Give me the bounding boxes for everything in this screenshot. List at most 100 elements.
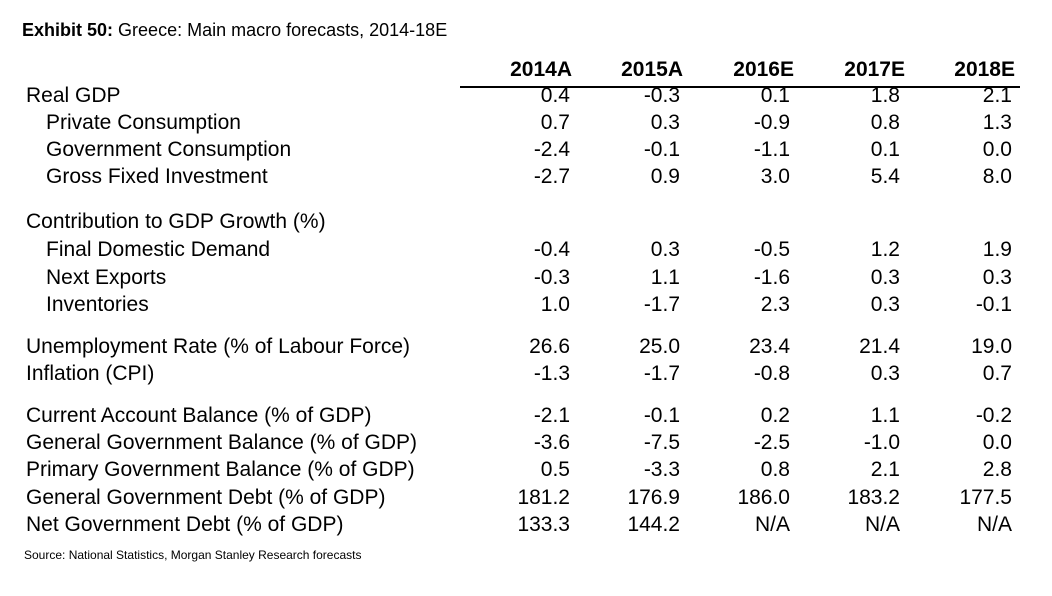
cell-2015a: -1.7 xyxy=(643,362,680,385)
cell-2018e: 8.0 xyxy=(982,165,1012,188)
cell-2017e: 0.3 xyxy=(870,362,900,385)
cell-2018e: 0.0 xyxy=(982,431,1012,454)
row-label: Next Exports xyxy=(46,266,167,289)
table-row: Private Consumption 0.7 0.3 -0.9 0.8 1.3 xyxy=(0,111,1052,138)
row-label: Final Domestic Demand xyxy=(46,238,271,261)
cell-2015a: -3.3 xyxy=(643,458,680,481)
cell-2014a: 133.3 xyxy=(517,513,570,536)
cell-2018e: -0.1 xyxy=(975,293,1012,316)
cell-2017e: 0.3 xyxy=(870,266,900,289)
row-label: Government Consumption xyxy=(46,138,292,161)
cell-2018e: 0.3 xyxy=(982,266,1012,289)
cell-2016e: 23.4 xyxy=(749,335,790,358)
cell-2017e: 1.8 xyxy=(870,84,900,107)
cell-2018e: 1.9 xyxy=(982,238,1012,261)
cell-2015a: -1.7 xyxy=(643,293,680,316)
cell-2014a: -0.4 xyxy=(533,238,570,261)
table-row: Final Domestic Demand -0.4 0.3 -0.5 1.2 … xyxy=(0,238,1052,265)
cell-2017e: 1.2 xyxy=(870,238,900,261)
cell-2016e: -1.1 xyxy=(753,138,790,161)
cell-2016e: 186.0 xyxy=(737,486,790,509)
table-row: Unemployment Rate (% of Labour Force) 26… xyxy=(0,335,1052,362)
row-label: Unemployment Rate (% of Labour Force) xyxy=(26,335,410,358)
cell-2014a: 0.5 xyxy=(540,458,570,481)
row-label: General Government Balance (% of GDP) xyxy=(26,431,418,454)
cell-2014a: -3.6 xyxy=(533,431,570,454)
cell-2017e: 0.8 xyxy=(870,111,900,134)
section-heading-row: Contribution to GDP Growth (%) xyxy=(0,210,1052,237)
cell-2014a: 0.4 xyxy=(540,84,570,107)
cell-2017e: 0.3 xyxy=(870,293,900,316)
row-label: Primary Government Balance (% of GDP) xyxy=(26,458,415,481)
cell-2018e: -0.2 xyxy=(975,404,1012,427)
cell-2014a: 26.6 xyxy=(529,335,570,358)
row-label: Inventories xyxy=(46,293,149,316)
cell-2016e: -1.6 xyxy=(753,266,790,289)
table-row: Next Exports -0.3 1.1 -1.6 0.3 0.3 xyxy=(0,266,1052,293)
row-label: Contribution to GDP Growth (%) xyxy=(26,210,326,233)
cell-2018e: 2.8 xyxy=(982,458,1012,481)
cell-2014a: -2.1 xyxy=(533,404,570,427)
cell-2017e: N/A xyxy=(864,513,900,536)
cell-2015a: -0.3 xyxy=(643,84,680,107)
cell-2017e: 5.4 xyxy=(870,165,900,188)
cell-2015a: -0.1 xyxy=(643,138,680,161)
table-row: Inflation (CPI) -1.3 -1.7 -0.8 0.3 0.7 xyxy=(0,362,1052,389)
cell-2018e: 19.0 xyxy=(971,335,1012,358)
cell-2015a: 144.2 xyxy=(627,513,680,536)
cell-2016e: -0.9 xyxy=(753,111,790,134)
table-row: Government Consumption -2.4 -0.1 -1.1 0.… xyxy=(0,138,1052,165)
cell-2016e: 0.8 xyxy=(760,458,790,481)
row-label: Net Government Debt (% of GDP) xyxy=(26,513,344,536)
cell-2017e: 183.2 xyxy=(847,486,900,509)
cell-2014a: -1.3 xyxy=(533,362,570,385)
table-row: Net Government Debt (% of GDP) 133.3 144… xyxy=(0,513,1052,540)
column-header-2014a: 2014A xyxy=(510,58,572,81)
row-label: Inflation (CPI) xyxy=(26,362,155,385)
cell-2017e: 21.4 xyxy=(859,335,900,358)
table-row: Inventories 1.0 -1.7 2.3 0.3 -0.1 xyxy=(0,293,1052,320)
source-note: Source: National Statistics, Morgan Stan… xyxy=(24,548,362,562)
table-header: 2014A 2015A 2016E 2017E 2018E xyxy=(460,58,1020,88)
cell-2016e: 0.1 xyxy=(760,84,790,107)
cell-2016e: -0.5 xyxy=(753,238,790,261)
cell-2014a: 1.0 xyxy=(540,293,570,316)
row-label: Real GDP xyxy=(26,84,121,107)
cell-2018e: 1.3 xyxy=(982,111,1012,134)
cell-2014a: -0.3 xyxy=(533,266,570,289)
cell-2016e: -0.8 xyxy=(753,362,790,385)
cell-2016e: -2.5 xyxy=(753,431,790,454)
cell-2017e: 0.1 xyxy=(870,138,900,161)
table-row: Gross Fixed Investment -2.7 0.9 3.0 5.4 … xyxy=(0,165,1052,192)
cell-2016e: 2.3 xyxy=(760,293,790,316)
cell-2018e: 0.0 xyxy=(982,138,1012,161)
cell-2014a: -2.7 xyxy=(533,165,570,188)
column-header-2017e: 2017E xyxy=(844,58,905,81)
cell-2017e: 2.1 xyxy=(870,458,900,481)
table-row: General Government Debt (% of GDP) 181.2… xyxy=(0,486,1052,513)
table-row: Primary Government Balance (% of GDP) 0.… xyxy=(0,458,1052,485)
cell-2015a: 0.3 xyxy=(650,238,680,261)
row-label: Gross Fixed Investment xyxy=(46,165,268,188)
cell-2016e: N/A xyxy=(754,513,790,536)
row-label: General Government Debt (% of GDP) xyxy=(26,486,386,509)
cell-2014a: 0.7 xyxy=(540,111,570,134)
column-header-2016e: 2016E xyxy=(733,58,794,81)
cell-2015a: 0.9 xyxy=(650,165,680,188)
exhibit-title-text: Greece: Main macro forecasts, 2014-18E xyxy=(118,20,448,40)
cell-2015a: 25.0 xyxy=(639,335,680,358)
row-label: Private Consumption xyxy=(46,111,241,134)
cell-2018e: N/A xyxy=(976,513,1012,536)
table-row: General Government Balance (% of GDP) -3… xyxy=(0,431,1052,458)
cell-2016e: 0.2 xyxy=(760,404,790,427)
cell-2015a: -7.5 xyxy=(643,431,680,454)
table-row: Real GDP 0.4 -0.3 0.1 1.8 2.1 xyxy=(0,84,1052,111)
cell-2018e: 0.7 xyxy=(982,362,1012,385)
exhibit-label: Exhibit 50: xyxy=(22,20,114,40)
cell-2017e: 1.1 xyxy=(870,404,900,427)
cell-2015a: -0.1 xyxy=(643,404,680,427)
cell-2014a: 181.2 xyxy=(517,486,570,509)
cell-2014a: -2.4 xyxy=(533,138,570,161)
table-row: Current Account Balance (% of GDP) -2.1 … xyxy=(0,404,1052,431)
cell-2015a: 0.3 xyxy=(650,111,680,134)
